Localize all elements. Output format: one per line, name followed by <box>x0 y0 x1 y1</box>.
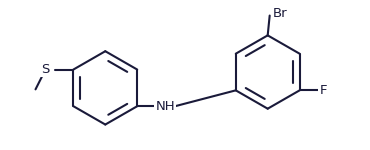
Text: NH: NH <box>155 100 175 113</box>
Text: S: S <box>41 63 50 76</box>
Text: F: F <box>320 84 327 97</box>
Text: Br: Br <box>273 7 287 20</box>
